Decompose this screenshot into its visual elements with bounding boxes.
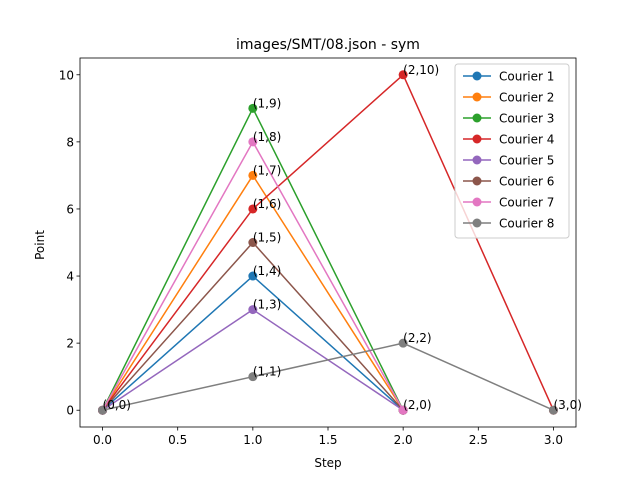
legend-swatch-marker <box>472 176 482 186</box>
y-tick-label: 10 <box>59 68 74 82</box>
legend-entry: Courier 2 <box>463 91 554 105</box>
legend-swatch-marker <box>472 155 482 165</box>
legend-entry: Courier 8 <box>463 217 554 231</box>
annotation-layer: (0,0) (1,4) (2,0) (1,7) (1,9) (1,6) (2,10) (3,0… <box>103 63 582 412</box>
legend-swatch-marker <box>472 134 482 144</box>
series-8 <box>98 338 558 415</box>
y-tick-label: 8 <box>66 135 74 149</box>
point-label: (1,1) <box>253 365 281 379</box>
y-axis-label: Point <box>33 230 47 260</box>
legend-swatch-marker <box>472 71 482 81</box>
point-label: (0,0) <box>103 398 131 412</box>
legend-label: Courier 8 <box>499 217 554 231</box>
data-point <box>248 271 258 281</box>
legend-swatch-marker <box>472 92 482 102</box>
series-line <box>101 74 555 411</box>
series-line <box>102 342 554 411</box>
data-point <box>248 103 258 113</box>
y-tick-label: 2 <box>66 337 74 351</box>
x-tick-label: 0.0 <box>93 433 112 447</box>
data-point <box>248 238 258 247</box>
point-label: (2,0) <box>403 398 431 412</box>
point-label: (1,9) <box>253 96 281 110</box>
x-tick-label: 2.0 <box>394 433 413 447</box>
x-tick-label: 3.0 <box>544 433 563 447</box>
legend-entry: Courier 7 <box>463 196 554 210</box>
legend: Courier 1 Courier 2 Courier 3 Courier 4 Cour… <box>454 63 570 239</box>
point-label: (2,10) <box>403 63 439 77</box>
point-label: (1,7) <box>253 163 281 177</box>
x-tick-label: 1.5 <box>318 433 337 447</box>
y-tick-label: 4 <box>66 270 74 284</box>
series-layer <box>98 70 558 415</box>
point-label: (1,8) <box>253 130 281 144</box>
data-point <box>398 338 408 348</box>
data-point <box>398 70 408 80</box>
y-tick-label: 0 <box>66 404 74 418</box>
data-point <box>548 405 558 415</box>
legend-label: Courier 5 <box>499 154 554 168</box>
data-point <box>248 204 258 214</box>
point-label: (1,6) <box>253 197 281 211</box>
axes-layer: 0.0 0.5 1.0 1.5 2.0 2.5 3.0 0 2 4 6 8 10 <box>59 57 577 447</box>
data-point <box>248 137 258 147</box>
legend-entry: Courier 1 <box>463 70 554 84</box>
x-tick-label: 0.5 <box>168 433 187 447</box>
legend-label: Courier 1 <box>499 70 554 84</box>
x-tick-label: 2.5 <box>469 433 488 447</box>
point-label: (1,3) <box>253 298 281 312</box>
legend-label: Courier 6 <box>499 175 554 189</box>
data-point <box>248 170 258 180</box>
data-point <box>398 405 408 415</box>
legend-swatch-marker <box>472 197 482 207</box>
x-tick-label: 1.0 <box>243 433 262 447</box>
chart-title: images/SMT/08.json - sym <box>236 37 420 53</box>
data-point <box>248 305 258 315</box>
legend-label: Courier 4 <box>499 133 554 147</box>
legend-label: Courier 3 <box>499 112 554 126</box>
x-axis-label: Step <box>314 456 341 470</box>
point-label: (3,0) <box>553 398 581 412</box>
legend-entry: Courier 6 <box>463 175 554 189</box>
legend-label: Courier 2 <box>499 91 554 105</box>
legend-entry: Courier 3 <box>463 112 554 126</box>
legend-swatch-marker <box>472 113 482 123</box>
point-label: (1,4) <box>253 264 281 278</box>
legend-swatch-marker <box>472 218 482 228</box>
data-point <box>248 372 258 382</box>
legend-frame <box>454 63 570 239</box>
y-tick-label: 6 <box>66 202 74 216</box>
legend-entry: Courier 5 <box>463 154 554 168</box>
point-label: (1,5) <box>253 231 281 245</box>
point-label: (2,2) <box>403 331 431 345</box>
data-point <box>98 405 108 415</box>
legend-label: Courier 7 <box>499 196 554 210</box>
legend-entry: Courier 4 <box>463 133 554 147</box>
